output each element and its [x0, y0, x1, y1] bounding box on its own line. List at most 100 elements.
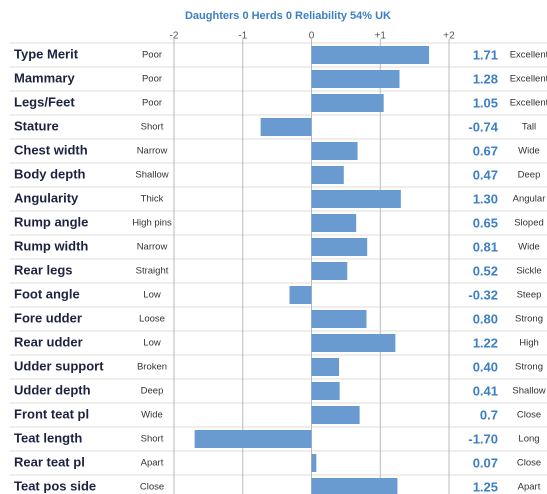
x-tick-label: +2	[443, 31, 455, 42]
high-label: Excellent	[510, 74, 547, 85]
bar	[311, 190, 401, 208]
trait-label: Legs/Feet	[14, 94, 75, 109]
x-tick-label: -2	[170, 31, 179, 42]
bar	[260, 118, 312, 136]
high-label: Strong	[515, 362, 543, 373]
bar	[311, 142, 358, 160]
chart-subtitle: Daughters 0 Herds 0 Reliability 54% UK	[185, 10, 391, 22]
value-label: 0.40	[473, 359, 498, 374]
bar	[311, 70, 400, 88]
trait-label: Type Merit	[14, 46, 79, 61]
low-label: Loose	[139, 314, 165, 325]
bar	[311, 406, 360, 424]
bar	[311, 382, 340, 400]
trait-label: Udder support	[14, 358, 104, 373]
high-label: Close	[517, 458, 541, 469]
trait-label: Stature	[14, 118, 59, 133]
bar	[311, 262, 348, 280]
trait-label: Angularity	[14, 190, 79, 205]
high-label: Close	[517, 410, 541, 421]
low-label: Poor	[142, 50, 162, 61]
low-label: Broken	[137, 362, 167, 373]
bar	[289, 286, 312, 304]
low-label: Thick	[141, 194, 164, 205]
value-label: 1.71	[473, 47, 498, 62]
bar	[311, 334, 396, 352]
value-label: 0.07	[473, 455, 498, 470]
bar	[311, 214, 357, 232]
low-label: High pins	[132, 218, 172, 229]
low-label: Apart	[141, 458, 164, 469]
trait-label: Udder depth	[14, 382, 91, 397]
x-tick-label: 0	[309, 31, 315, 42]
high-label: Angular	[513, 194, 546, 205]
high-label: Apart	[518, 482, 541, 493]
value-label: 1.22	[473, 335, 498, 350]
high-label: Wide	[518, 242, 540, 253]
value-label: 1.28	[473, 71, 498, 86]
bar	[311, 94, 384, 112]
trait-label: Front teat pl	[14, 406, 89, 421]
low-label: Narrow	[137, 146, 168, 157]
trait-label: Rump angle	[14, 214, 88, 229]
trait-label: Chest width	[14, 142, 88, 157]
high-label: Steep	[517, 290, 542, 301]
trait-label: Rear teat pl	[14, 454, 85, 469]
low-label: Short	[141, 434, 164, 445]
low-label: Poor	[142, 74, 162, 85]
value-label: 0.81	[473, 239, 498, 254]
low-label: Low	[143, 290, 161, 301]
bar	[311, 358, 339, 376]
value-label: 0.67	[473, 143, 498, 158]
x-tick-label: -1	[238, 31, 247, 42]
high-label: Wide	[518, 146, 540, 157]
high-label: Sloped	[514, 218, 544, 229]
low-label: Wide	[141, 410, 163, 421]
trait-label: Foot angle	[14, 286, 80, 301]
trait-label: Rear udder	[14, 334, 83, 349]
value-label: 0.41	[473, 383, 498, 398]
high-label: Tall	[522, 122, 536, 133]
value-label: 1.05	[473, 95, 498, 110]
trait-label: Teat pos side	[14, 478, 96, 493]
high-label: Excellent	[510, 98, 547, 109]
high-label: Sickle	[516, 266, 541, 277]
low-label: Short	[141, 122, 164, 133]
high-label: High	[519, 338, 539, 349]
value-label: 0.80	[473, 311, 498, 326]
high-label: Strong	[515, 314, 543, 325]
low-label: Poor	[142, 98, 162, 109]
bar	[194, 430, 312, 448]
bar	[311, 238, 368, 256]
trait-label: Teat length	[14, 430, 82, 445]
bar	[311, 46, 430, 64]
bar	[311, 310, 367, 328]
trait-label: Body depth	[14, 166, 86, 181]
trait-label: Rear legs	[14, 262, 73, 277]
high-label: Long	[518, 434, 539, 445]
value-label: 1.30	[473, 191, 498, 206]
trait-label: Fore udder	[14, 310, 82, 325]
high-label: Shallow	[512, 386, 545, 397]
value-label: 1.25	[473, 479, 498, 494]
bar	[311, 454, 317, 472]
value-label: 0.52	[473, 263, 498, 278]
bar	[311, 166, 344, 184]
low-label: Straight	[136, 266, 169, 277]
value-label: 0.7	[480, 407, 498, 422]
bar	[311, 478, 398, 494]
low-label: Deep	[141, 386, 164, 397]
trait-label: Mammary	[14, 70, 75, 85]
value-label: 0.65	[473, 215, 498, 230]
x-tick-label: +1	[375, 31, 387, 42]
low-label: Close	[140, 482, 164, 493]
low-label: Narrow	[137, 242, 168, 253]
trait-label: Rump width	[14, 238, 88, 253]
value-label: -1.70	[468, 431, 498, 446]
high-label: Deep	[518, 170, 541, 181]
low-label: Low	[143, 338, 161, 349]
value-label: -0.74	[468, 119, 498, 134]
high-label: Excellent	[510, 50, 547, 61]
value-label: 0.47	[473, 167, 498, 182]
